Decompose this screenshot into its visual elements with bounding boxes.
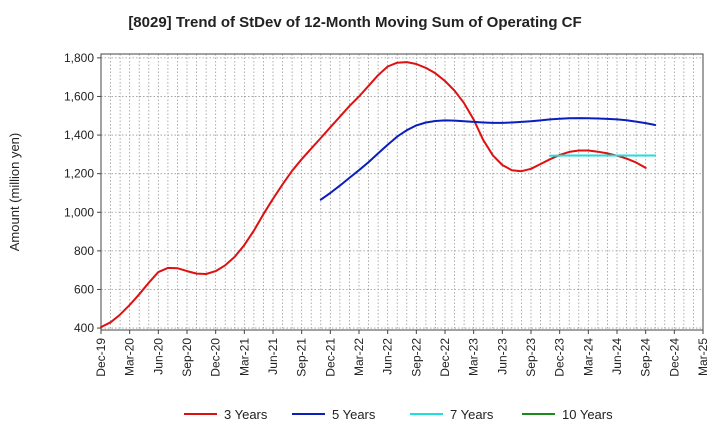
legend-label-7-years: 7 Years bbox=[450, 407, 494, 422]
x-tick-label: Jun-22 bbox=[381, 338, 395, 375]
x-tick-label: Mar-21 bbox=[237, 338, 251, 376]
x-tick-label: Jun-23 bbox=[495, 338, 509, 375]
x-tick-label: Dec-21 bbox=[323, 338, 337, 377]
x-axis: Dec-19 Mar-20 Jun-20 Sep-20 Dec-20 Mar-21 Jun-… bbox=[94, 330, 710, 377]
x-tick-label: Dec-24 bbox=[667, 338, 681, 377]
x-tick-label: Sep-22 bbox=[409, 338, 423, 377]
x-tick-label: Sep-23 bbox=[524, 338, 538, 377]
series-line-3-years bbox=[100, 61, 647, 329]
legend-label-10-years: 10 Years bbox=[562, 407, 613, 422]
y-tick-label: 1,800 bbox=[64, 51, 94, 65]
series-line-5-years bbox=[319, 117, 657, 201]
grid bbox=[101, 54, 703, 330]
x-tick-label: Sep-24 bbox=[639, 338, 653, 377]
x-tick-label: Sep-21 bbox=[295, 338, 309, 377]
x-tick-label: Mar-25 bbox=[696, 338, 710, 376]
x-tick-label: Jun-24 bbox=[610, 338, 624, 375]
y-tick-label: 400 bbox=[74, 321, 94, 335]
legend-label-5-years: 5 Years bbox=[332, 407, 376, 422]
y-axis-label: Amount (million yen) bbox=[7, 133, 22, 252]
x-tick-label: Mar-24 bbox=[581, 338, 595, 376]
x-tick-label: Dec-20 bbox=[209, 338, 223, 377]
x-tick-label: Sep-20 bbox=[180, 338, 194, 377]
y-tick-label: 1,000 bbox=[64, 205, 94, 219]
series-layer bbox=[100, 61, 657, 329]
y-tick-label: 1,200 bbox=[64, 167, 94, 181]
x-tick-label: Mar-22 bbox=[352, 338, 366, 376]
legend: 3 Years 5 Years 7 Years 10 Years bbox=[184, 407, 613, 422]
y-tick-label: 800 bbox=[74, 244, 94, 258]
y-axis: 400 600 800 1,000 1,200 1,400 1,600 1,800 bbox=[64, 51, 101, 335]
x-tick-label: Jun-21 bbox=[266, 338, 280, 375]
y-tick-label: 1,600 bbox=[64, 89, 94, 103]
x-tick-label: Dec-22 bbox=[438, 338, 452, 377]
x-tick-label: Dec-19 bbox=[94, 338, 108, 377]
chart-title: [8029] Trend of StDev of 12-Month Moving… bbox=[128, 14, 581, 31]
y-tick-label: 1,400 bbox=[64, 128, 94, 142]
x-tick-label: Mar-23 bbox=[467, 338, 481, 376]
x-tick-label: Mar-20 bbox=[123, 338, 137, 376]
plot-area bbox=[100, 53, 704, 331]
legend-label-3-years: 3 Years bbox=[224, 407, 268, 422]
x-tick-label: Dec-23 bbox=[553, 338, 567, 377]
x-tick-label: Jun-20 bbox=[151, 338, 165, 375]
y-tick-label: 600 bbox=[74, 282, 94, 296]
